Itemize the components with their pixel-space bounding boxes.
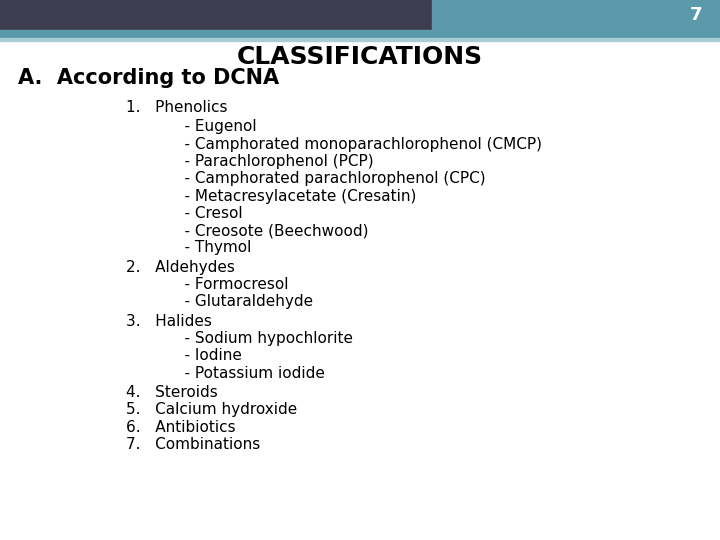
Text: - Creosote (Beechwood): - Creosote (Beechwood) (126, 223, 369, 238)
Text: - Camphorated monoparachlorophenol (CMCP): - Camphorated monoparachlorophenol (CMCP… (126, 137, 542, 152)
Text: CLASSIFICATIONS: CLASSIFICATIONS (237, 45, 483, 69)
Text: - Metacresylacetate (Cresatin): - Metacresylacetate (Cresatin) (126, 188, 416, 204)
Text: 4.   Steroids: 4. Steroids (126, 385, 217, 400)
Text: - Iodine: - Iodine (126, 348, 242, 363)
Text: - Formocresol: - Formocresol (126, 277, 289, 292)
Text: - Sodium hypochlorite: - Sodium hypochlorite (126, 331, 353, 346)
Text: - Parachlorophenol (PCP): - Parachlorophenol (PCP) (126, 154, 374, 169)
Text: 7.   Combinations: 7. Combinations (126, 437, 260, 452)
Text: 6.   Antibiotics: 6. Antibiotics (126, 420, 235, 435)
Text: - Eugenol: - Eugenol (126, 119, 256, 134)
Text: - Glutaraldehyde: - Glutaraldehyde (126, 294, 313, 309)
Text: 3.   Halides: 3. Halides (126, 314, 212, 329)
Text: - Thymol: - Thymol (126, 240, 251, 255)
Text: - Camphorated parachlorophenol (CPC): - Camphorated parachlorophenol (CPC) (126, 171, 485, 186)
Bar (432, 0, 720, 30)
Text: 2.   Aldehydes: 2. Aldehydes (126, 260, 235, 275)
Text: 7: 7 (690, 6, 702, 24)
Text: A.  According to DCNA: A. According to DCNA (18, 68, 279, 89)
Text: - Potassium iodide: - Potassium iodide (126, 366, 325, 381)
Text: 5.   Calcium hydroxide: 5. Calcium hydroxide (126, 402, 297, 417)
Bar (0, 0, 720, 30)
Bar (0, 30, 720, 38)
Text: - Cresol: - Cresol (126, 206, 243, 221)
Text: 1.   Phenolics: 1. Phenolics (126, 100, 228, 116)
Bar (0, 38, 720, 41)
